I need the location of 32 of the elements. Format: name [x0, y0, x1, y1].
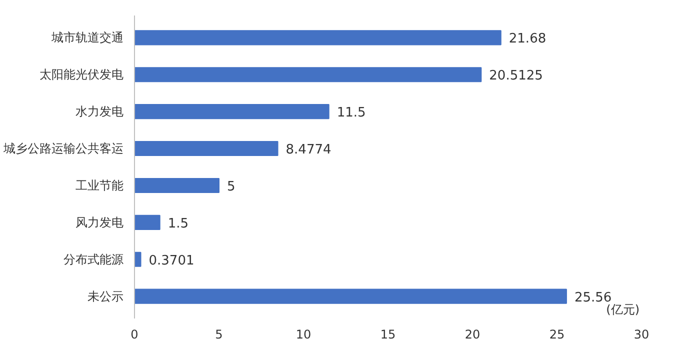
y-tick-label: 城乡公路运输公共客运	[2, 142, 124, 156]
x-tick-label: 5	[215, 328, 223, 341]
data-label: 11.5	[336, 106, 366, 121]
y-tick-label: 未公示	[88, 289, 124, 304]
data-label: 20.5125	[489, 68, 543, 84]
x-tick-label: 30	[634, 328, 650, 341]
y-tick-label: 太阳能光伏发电	[40, 68, 124, 82]
bar	[134, 288, 567, 304]
bar	[134, 178, 220, 193]
x-tick-label: 10	[296, 328, 312, 341]
bar	[134, 30, 502, 46]
y-tick-label: 分布式能源	[64, 252, 124, 266]
bar	[134, 252, 142, 267]
bar	[134, 214, 160, 230]
y-tick-label: 城市轨道交通	[50, 30, 124, 45]
data-label: 5	[227, 179, 236, 194]
data-label: 21.68	[508, 32, 546, 47]
x-tick-label: 0	[130, 328, 138, 341]
data-label: 0.3701	[148, 253, 194, 268]
y-tick-label: 水力发电	[76, 104, 124, 119]
bar	[134, 104, 330, 120]
data-label: 25.56	[574, 290, 612, 306]
data-label: 8.4774	[286, 142, 332, 158]
bar	[134, 67, 482, 82]
data-label: 1.5	[168, 216, 189, 232]
x-tick-label: 25	[549, 328, 565, 341]
x-tick-label: 15	[380, 328, 396, 341]
x-axis-title: (亿元)	[606, 302, 640, 316]
bar	[134, 141, 278, 156]
x-tick-label: 20	[464, 328, 480, 341]
y-tick-label: 工业节能	[76, 178, 124, 192]
y-tick-label: 风力发电	[76, 215, 124, 230]
